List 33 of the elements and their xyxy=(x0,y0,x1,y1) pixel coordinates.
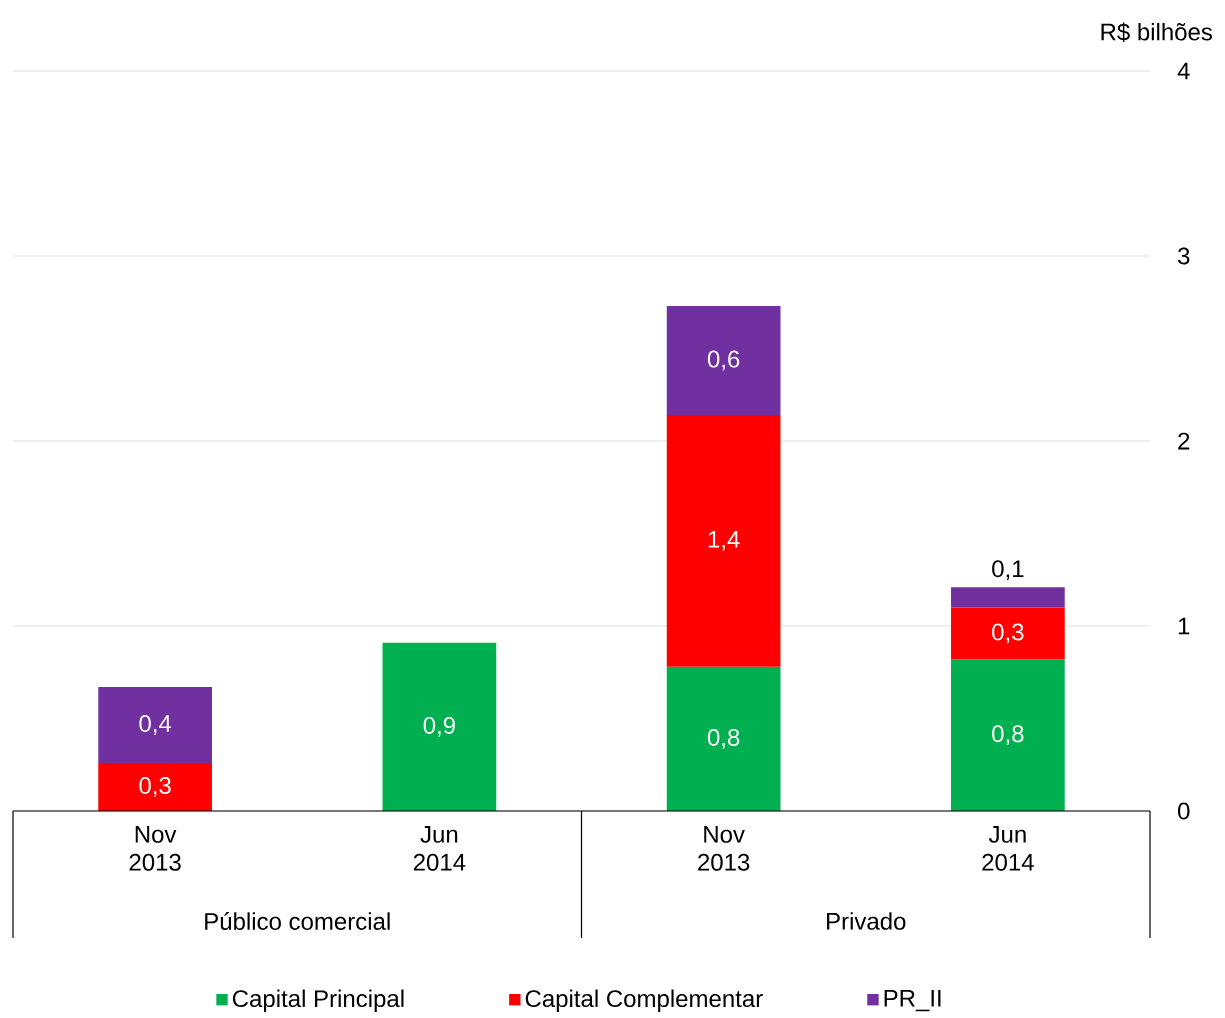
bar xyxy=(666,415,781,667)
bar xyxy=(382,642,497,812)
bar xyxy=(666,306,781,416)
bar xyxy=(951,659,1065,812)
bar xyxy=(951,607,1065,660)
y-tick-label: 3 xyxy=(1177,247,1190,265)
data-label: 0,3 xyxy=(992,623,1024,644)
data-label: 0,4 xyxy=(139,715,172,735)
data-label: 0,8 xyxy=(707,728,740,749)
legend-label: PR_II xyxy=(884,990,941,1012)
y-tick-label: 0 xyxy=(1178,802,1190,820)
y-axis-title: R$ bilhões xyxy=(1101,22,1213,42)
text: Privado xyxy=(827,912,906,930)
bar xyxy=(666,666,781,812)
bar xyxy=(951,587,1065,608)
x-tick-label: Jun 2014 xyxy=(982,826,1034,871)
legend-label: Capital Complementar xyxy=(525,989,763,1012)
y-tick-label: 4 xyxy=(1177,62,1190,80)
x-tick-label: Nov 2013 xyxy=(698,826,750,871)
data-label: 0,8 xyxy=(992,725,1024,746)
x-tick-label: Jun 2014 xyxy=(413,826,466,871)
bar xyxy=(98,687,212,763)
y-tick-label: 1 xyxy=(1178,617,1190,635)
text: Público comercial xyxy=(205,912,390,930)
x-tick-label: Nov 2013 xyxy=(129,826,181,871)
legend-label: Capital Principal xyxy=(232,989,404,1012)
y-tick-label: 2 xyxy=(1178,432,1190,450)
data-label: 0,1 xyxy=(992,560,1024,581)
data-label: 0,6 xyxy=(707,350,740,371)
data-label: 0,9 xyxy=(423,716,455,737)
data-label: 1,4 xyxy=(708,531,740,551)
data-label: 0,3 xyxy=(139,777,171,797)
bar xyxy=(98,762,212,812)
